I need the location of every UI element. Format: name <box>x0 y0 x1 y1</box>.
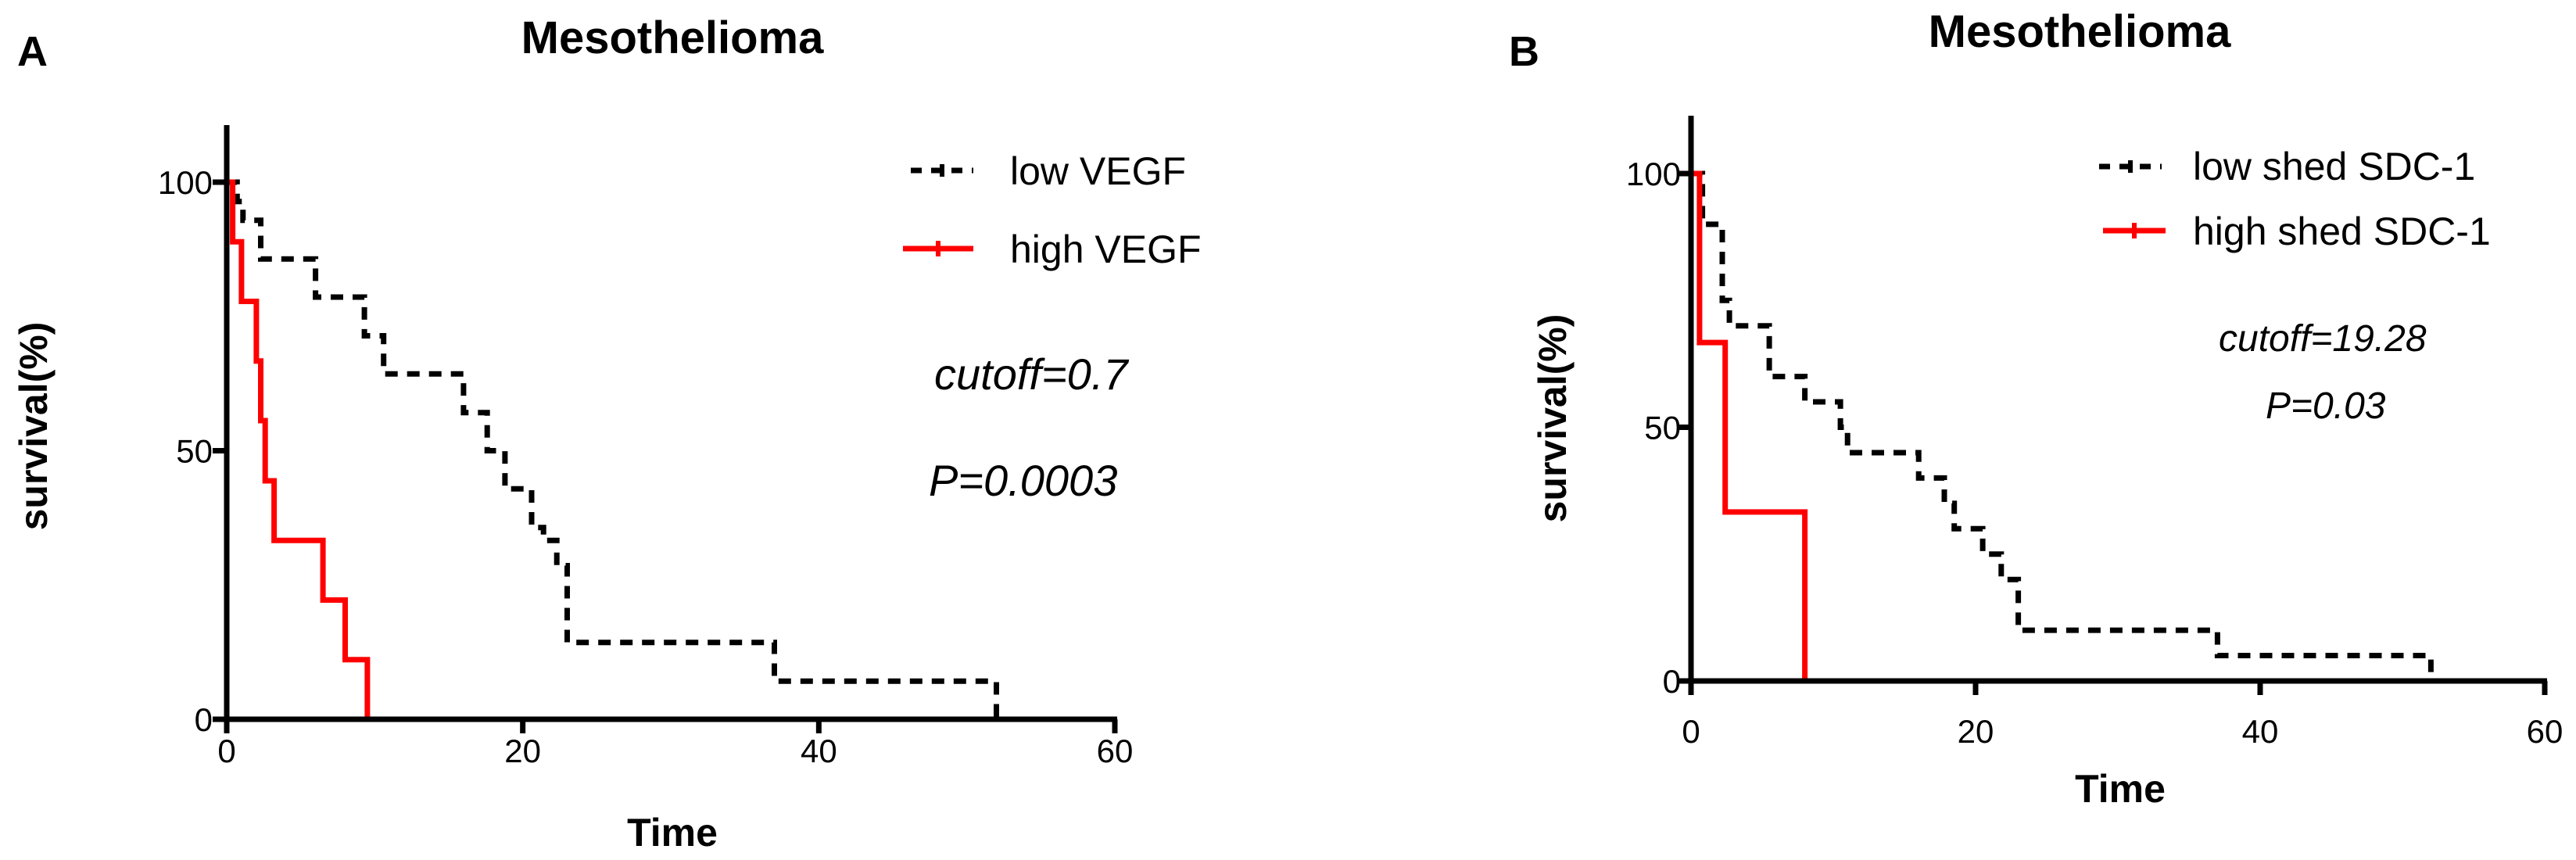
panel-a-legend: low VEGF high VEGF <box>903 149 1202 271</box>
panel-b-ticks: 0 50 100 0 20 40 60 <box>1626 156 2563 750</box>
legend-label-high-vegf: high VEGF <box>1010 228 1202 271</box>
panel-a-title: Mesothelioma <box>521 13 824 63</box>
panel-b-y-tick-label-50: 50 <box>1644 410 1681 446</box>
panel-a-ticks: 0 50 100 0 20 40 60 <box>158 164 1133 769</box>
panel-a-cutoff-annotation: cutoff=0.7 <box>934 349 1129 399</box>
panel-a-curves <box>227 179 999 719</box>
survival-curve-high-vegf <box>227 179 371 719</box>
panel-b-x-tick-label-60: 60 <box>2527 713 2563 750</box>
panel-a-x-tick-label-0: 0 <box>217 733 235 769</box>
panel-b-x-tick-label-20: 20 <box>1958 713 1994 750</box>
panel-a-x-tick-label-40: 40 <box>801 733 837 769</box>
panel-a-axes <box>224 125 1117 722</box>
panel-b-label: B <box>1509 28 1539 75</box>
legend-label-low-vegf: low VEGF <box>1010 149 1186 193</box>
panel-b-axes <box>1688 116 2547 684</box>
panel-b-cutoff-annotation: cutoff=19.28 <box>2219 318 2427 360</box>
panel-a-x-axis-title: Time <box>627 811 718 855</box>
panel-b: B Mesothelioma survival(%) Time 0 50 100 0 2… <box>1509 6 2563 811</box>
panel-b-x-axis-title: Time <box>2075 767 2166 811</box>
panel-a-y-axis-title: survival(%) <box>12 322 56 531</box>
panel-b-p-value-annotation: P=0.03 <box>2266 385 2386 427</box>
panel-a-y-tick-label-50: 50 <box>176 433 213 470</box>
panel-a-x-tick-label-20: 20 <box>504 733 541 769</box>
panel-a-y-tick-label-100: 100 <box>158 164 213 201</box>
panel-a-y-tick-label-0: 0 <box>195 701 213 738</box>
panel-b-y-tick-label-100: 100 <box>1626 156 1681 192</box>
panel-a-label: A <box>17 28 48 75</box>
legend-label-high-shed-sdc1: high shed SDC-1 <box>2193 210 2491 253</box>
panel-b-y-tick-label-0: 0 <box>1663 663 1681 700</box>
panel-b-legend: low shed SDC-1 high shed SDC-1 <box>2099 145 2491 253</box>
survival-curve-low-vegf <box>227 179 999 719</box>
survival-curve-low-shed-sdc-1 <box>1691 170 2434 681</box>
panel-b-title: Mesothelioma <box>1929 6 2231 57</box>
panel-b-curves <box>1691 170 2434 681</box>
legend-label-low-shed-sdc1: low shed SDC-1 <box>2193 145 2475 188</box>
panel-b-y-axis-title: survival(%) <box>1531 314 1575 523</box>
panel-b-x-tick-label-40: 40 <box>2242 713 2279 750</box>
panel-a-p-value-annotation: P=0.0003 <box>929 456 1117 505</box>
panel-a: A Mesothelioma survival(%) Time 0 50 100 0 2… <box>12 13 1202 855</box>
survival-curve-high-shed-sdc-1 <box>1691 170 1808 681</box>
panel-b-x-tick-label-0: 0 <box>1682 713 1700 750</box>
panel-a-x-tick-label-60: 60 <box>1097 733 1134 769</box>
